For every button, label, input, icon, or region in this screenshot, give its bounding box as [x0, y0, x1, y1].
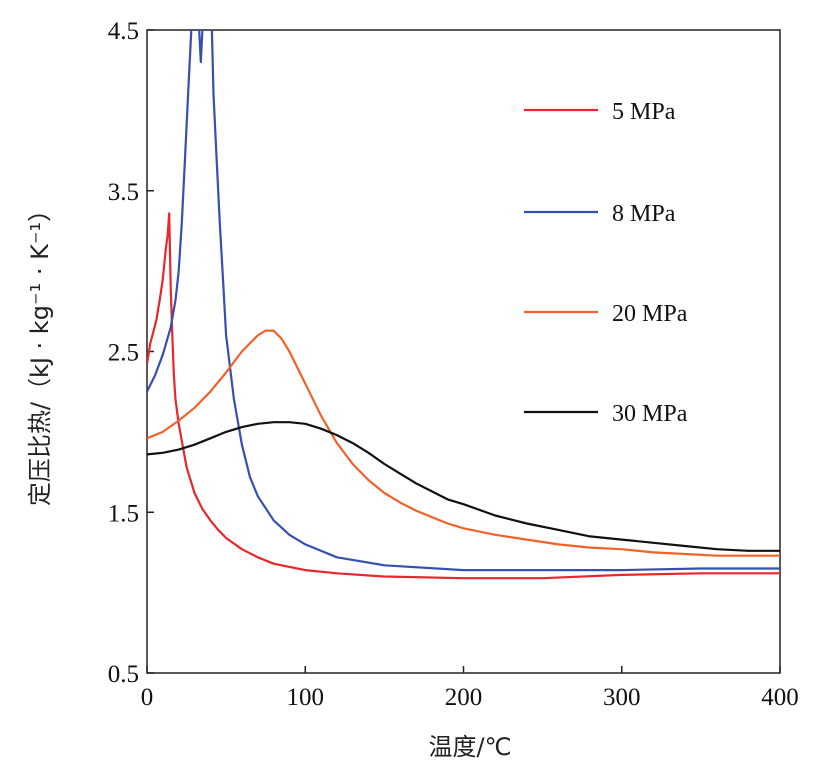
series-line-5-mpa [147, 212, 780, 580]
x-tick-label: 0 [141, 684, 154, 711]
x-axis-title: 温度/℃ [428, 733, 511, 761]
y-tick-label: 0.5 [108, 661, 139, 688]
series-line-20-mpa [147, 329, 780, 557]
x-axis-ticks: 0 100 200 300 400 [141, 666, 799, 711]
legend-label: 20 MPa [612, 301, 688, 327]
legend-label: 5 MPa [612, 99, 676, 125]
legend-label: 30 MPa [612, 401, 688, 427]
x-tick-label: 200 [445, 684, 483, 711]
legend: 5 MPa 8 MPa 20 MPa 30 MPa [524, 99, 688, 427]
legend-label: 8 MPa [612, 201, 676, 227]
y-tick-label: 4.5 [108, 18, 139, 45]
y-tick-label: 1.5 [108, 500, 139, 527]
series-lines [147, 30, 780, 580]
x-tick-label: 400 [761, 684, 799, 711]
x-tick-label: 100 [287, 684, 325, 711]
series-line-30-mpa [147, 421, 780, 552]
y-axis-ticks: 0.5 1.5 2.5 3.5 4.5 [108, 18, 154, 688]
x-tick-label: 300 [603, 684, 641, 711]
y-axis-title: 定压比热/（kJ · kg⁻¹ · K⁻¹） [26, 198, 54, 506]
y-tick-label: 3.5 [108, 179, 139, 206]
series-line-8-mpa [147, 30, 780, 572]
y-tick-label: 2.5 [108, 340, 139, 367]
